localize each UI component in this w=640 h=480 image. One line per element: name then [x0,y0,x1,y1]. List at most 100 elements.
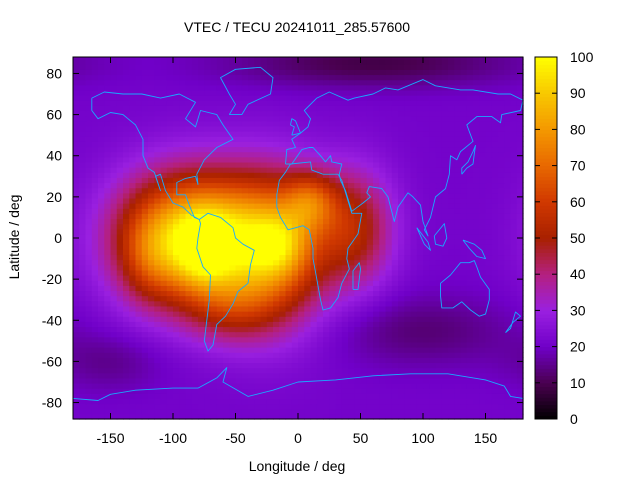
heatmap-cell [441,336,449,343]
heatmap-cell [166,141,174,148]
heatmap-cell [479,105,487,112]
heatmap-cell [110,280,118,286]
heatmap-cell [466,64,474,70]
heatmap-cell [348,336,355,343]
heatmap-cell [435,125,443,132]
heatmap-cell [323,131,330,137]
heatmap-cell [391,300,399,307]
heatmap-cell [191,331,199,338]
heatmap-cell [291,347,299,353]
heatmap-cell [135,254,143,261]
heatmap-cell [223,59,230,65]
heatmap-cell [491,300,499,307]
heatmap-cell [448,197,455,204]
heatmap-cell [173,403,180,410]
heatmap-cell [179,388,187,394]
heatmap-cell [148,131,155,137]
heatmap-cell [341,89,349,96]
heatmap-cell [73,244,80,250]
heatmap-cell [410,357,418,364]
heatmap-cell [398,347,405,353]
heatmap-cell [379,413,387,420]
heatmap-cell [516,362,524,369]
heatmap-cell [185,264,193,271]
heatmap-cell [448,110,455,117]
heatmap-cell [291,280,299,286]
heatmap-cell [235,105,243,112]
heatmap-cell [323,383,330,389]
heatmap-cell [210,146,218,153]
heatmap-cell [110,316,118,322]
heatmap-cell [198,341,205,348]
heatmap-cell [329,300,337,307]
heatmap-cell [366,264,374,271]
heatmap-cell [110,105,118,112]
heatmap-cell [441,79,449,86]
heatmap-cell [448,244,455,250]
heatmap-cell [448,161,455,168]
heatmap-cell [460,347,468,353]
heatmap-cell [498,239,505,245]
heatmap-cell [173,167,180,173]
heatmap-cell [160,156,168,163]
heatmap-cell [204,403,212,410]
heatmap-cell [266,295,274,302]
heatmap-cell [516,203,524,209]
heatmap-cell [241,388,249,394]
heatmap-cell [329,393,337,400]
heatmap-cell [448,403,455,410]
heatmap-cell [273,403,280,410]
heatmap-cell [441,280,449,286]
heatmap-cell [285,362,293,369]
heatmap-cell [135,290,143,297]
heatmap-cell [216,197,224,204]
heatmap-cell [298,161,305,168]
heatmap-cell [85,336,93,343]
heatmap-cell [141,167,149,173]
heatmap-cell [116,192,124,199]
heatmap-cell [454,177,462,184]
heatmap-cell [254,264,262,271]
heatmap-cell [179,105,187,112]
heatmap-cell [329,79,337,86]
heatmap-cell [285,239,293,245]
heatmap-cell [454,269,462,276]
heatmap-cell [148,141,155,148]
heatmap-cell [210,393,218,400]
heatmap-cell [98,244,105,250]
heatmap-cell [491,182,499,189]
heatmap-cell [273,285,280,292]
heatmap-cell [391,275,399,281]
heatmap-cell [435,74,443,81]
heatmap-cell [423,413,430,420]
heatmap-cell [73,367,80,374]
heatmap-cell [485,305,493,312]
heatmap-cell [360,331,368,338]
heatmap-cell [116,239,124,245]
heatmap-cell [423,311,430,317]
heatmap-cell [379,316,387,322]
heatmap-cell [516,177,524,184]
heatmap-cell [210,192,218,199]
heatmap-cell [379,120,387,127]
heatmap-cell [291,357,299,364]
heatmap-cell [323,398,330,405]
heatmap-cell [404,172,412,178]
heatmap-cell [279,285,287,292]
heatmap-cell [79,403,87,410]
heatmap-cell [141,249,149,256]
heatmap-cell [348,239,355,245]
heatmap-cell [291,146,299,153]
heatmap-cell [441,388,449,394]
heatmap-cell [141,223,149,230]
heatmap-cell [198,403,205,410]
heatmap-cell [198,285,205,292]
heatmap-cell [191,182,199,189]
heatmap-cell [404,372,412,379]
heatmap-cell [510,213,518,220]
heatmap-cell [160,110,168,117]
heatmap-cell [123,254,130,261]
heatmap-cell [460,218,468,225]
heatmap-cell [391,146,399,153]
heatmap-cell [104,331,112,338]
